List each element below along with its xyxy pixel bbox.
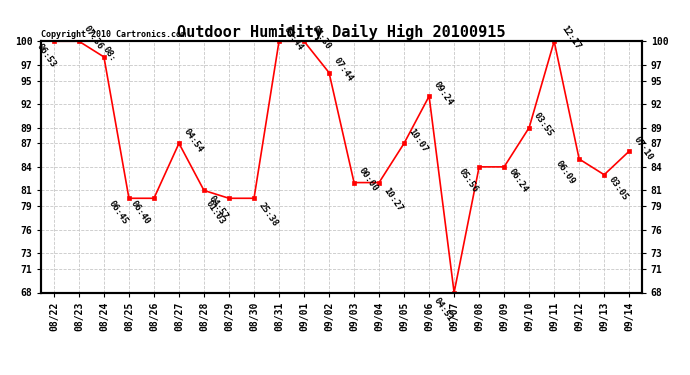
Text: 04:54: 04:54 [181,127,204,154]
Text: 10:07: 10:07 [407,127,430,154]
Text: 05:56: 05:56 [457,167,480,194]
Text: 04:44: 04:44 [282,25,304,52]
Text: 03:05: 03:05 [607,175,630,202]
Text: 06:53: 06:53 [34,42,57,69]
Text: 06:40: 06:40 [129,199,152,226]
Text: 04:57: 04:57 [207,194,230,220]
Text: 06:09: 06:09 [554,159,577,186]
Text: 06:45: 06:45 [107,199,130,226]
Text: 04:51: 04:51 [432,296,455,323]
Text: 01:03: 01:03 [204,199,227,226]
Text: 06:24: 06:24 [507,167,530,194]
Text: 09:24: 09:24 [432,80,455,107]
Text: 07:36: 07:36 [81,24,104,51]
Text: 12:17: 12:17 [560,24,582,51]
Text: 25:38: 25:38 [257,201,279,228]
Text: 08:: 08: [101,45,118,63]
Title: Outdoor Humidity Daily High 20100915: Outdoor Humidity Daily High 20100915 [177,24,506,40]
Text: 10:27: 10:27 [382,186,404,213]
Text: 03:55: 03:55 [532,111,555,138]
Text: Copyright 2010 Cartronics.com: Copyright 2010 Cartronics.com [41,30,186,39]
Text: 04:30: 04:30 [310,24,333,51]
Text: 07:44: 07:44 [332,56,355,84]
Text: 07:10: 07:10 [632,135,655,162]
Text: 00:00: 00:00 [357,166,380,194]
